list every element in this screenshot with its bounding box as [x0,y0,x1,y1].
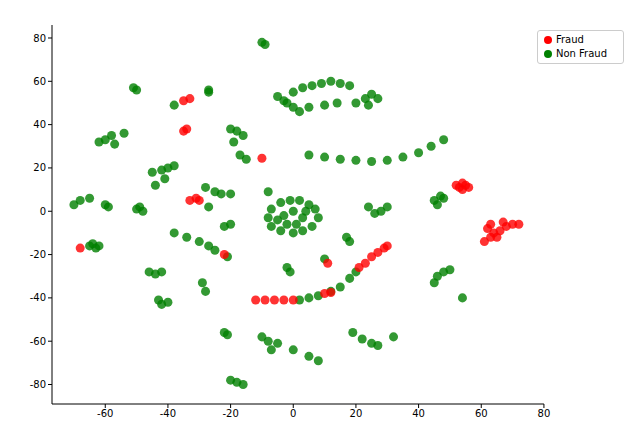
html-text:Fraud: Fraud [555,34,584,45]
svg-text:40: 40 [33,119,46,130]
svg-text:20: 20 [350,408,363,419]
svg-text:-40: -40 [160,408,176,419]
svg-text:0: 0 [40,206,46,217]
svg-text:-60: -60 [97,408,113,419]
svg-text:40: 40 [412,408,425,419]
svg-text:60: 60 [33,76,46,87]
svg-text:-40: -40 [30,292,46,303]
svg-text:80: 80 [33,33,46,44]
svg-text:-20: -20 [222,408,238,419]
svg-text:0: 0 [290,408,296,419]
svg-text:-80: -80 [30,379,46,390]
svg-text:-60: -60 [30,336,46,347]
html-text:Non Fraud: Non Fraud [555,48,607,59]
svg-text:-20: -20 [30,249,46,260]
svg-text:60: 60 [475,408,488,419]
svg-text:20: 20 [33,162,46,173]
svg-text:80: 80 [538,408,551,419]
